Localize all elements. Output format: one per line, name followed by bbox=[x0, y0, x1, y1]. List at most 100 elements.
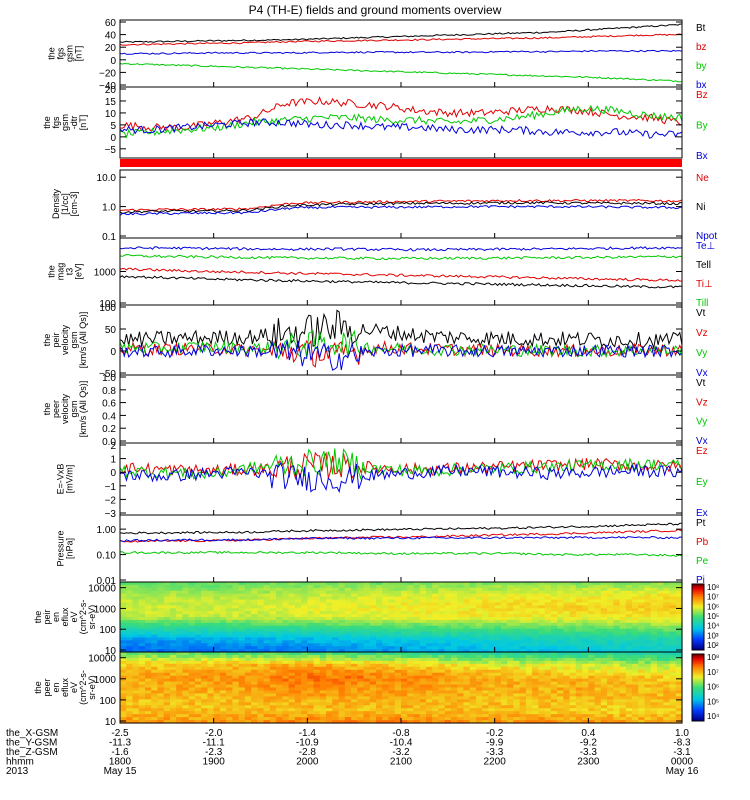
peer-energy-flux-cell bbox=[188, 705, 196, 709]
peer-energy-flux-cell bbox=[157, 717, 165, 721]
peer-energy-flux-cell bbox=[425, 705, 433, 709]
peir-energy-flux-cell bbox=[663, 602, 671, 606]
peir-energy-flux-cell bbox=[219, 614, 227, 618]
peir-energy-flux-cell bbox=[557, 634, 564, 639]
peir-energy-flux-cell bbox=[232, 582, 240, 586]
electric-field-series-Ey bbox=[119, 448, 683, 480]
peir-energy-flux-cell bbox=[207, 625, 215, 630]
peer-energy-flux-cell bbox=[463, 699, 471, 703]
peer-energy-flux-cell bbox=[132, 711, 140, 715]
peir-energy-flux-cell bbox=[550, 625, 558, 630]
peer-energy-flux-cell bbox=[613, 684, 621, 689]
peir-energy-flux-cell bbox=[376, 608, 383, 612]
peir-energy-flux-cell bbox=[588, 599, 596, 604]
peer-energy-flux-cell bbox=[382, 652, 390, 656]
peir-energy-flux-cell bbox=[600, 593, 608, 598]
peer-energy-flux-cell bbox=[338, 711, 346, 715]
peer-energy-flux-cell bbox=[219, 699, 227, 703]
peir-energy-flux-cell bbox=[457, 637, 465, 641]
peer-energy-flux-cell bbox=[488, 690, 496, 695]
peer-energy-flux-cell bbox=[444, 660, 452, 665]
peir-energy-flux-cell bbox=[513, 625, 521, 630]
peer-energy-flux-cell bbox=[363, 654, 371, 659]
peer-energy-flux-cell bbox=[294, 699, 302, 703]
peer-energy-flux-cell bbox=[176, 678, 184, 683]
peir-energy-flux-cell bbox=[619, 619, 627, 624]
peer-energy-flux-cell bbox=[351, 663, 358, 668]
peir-energy-flux-cell bbox=[319, 625, 327, 630]
peer-energy-flux-cell bbox=[276, 672, 283, 677]
peir-energy-flux-cell bbox=[238, 640, 246, 644]
peir-energy-flux-cell bbox=[382, 628, 390, 633]
peir-energy-flux-cell bbox=[450, 631, 458, 636]
peer-energy-flux-cell bbox=[244, 660, 252, 665]
peer-energy-flux-cell bbox=[282, 702, 290, 706]
peer-energy-flux-cell bbox=[369, 652, 377, 656]
peer-energy-flux-cell bbox=[132, 654, 140, 659]
peer-energy-flux-cell bbox=[257, 681, 265, 686]
peer-energy-flux-cell bbox=[182, 660, 190, 665]
peer-energy-flux-cell bbox=[244, 678, 252, 683]
peir-energy-flux-cell bbox=[282, 596, 290, 601]
peir-energy-flux-cell bbox=[401, 634, 408, 639]
peer-energy-flux-cell bbox=[544, 684, 552, 689]
peer-energy-flux-cell bbox=[525, 669, 533, 674]
peir-energy-flux-cell bbox=[244, 625, 252, 630]
peer-energy-flux-cell bbox=[251, 702, 258, 706]
peer-energy-flux-cell bbox=[382, 672, 390, 677]
peer-energy-flux-cell bbox=[144, 666, 152, 671]
peir-energy-flux-cell bbox=[519, 617, 527, 621]
peer-energy-flux-cell bbox=[669, 696, 677, 700]
peer-energy-flux-cell bbox=[326, 693, 333, 697]
peer-energy-flux-cell bbox=[569, 702, 577, 706]
peer-energy-flux-cell bbox=[644, 696, 652, 700]
peer-energy-flux-cell bbox=[182, 693, 190, 697]
peer-energy-flux-cell bbox=[344, 699, 352, 703]
peer-energy-flux-cell bbox=[525, 654, 533, 659]
peer-energy-flux-cell bbox=[544, 711, 552, 715]
peir-energy-flux-cell bbox=[513, 590, 521, 595]
peer-energy-flux-cell bbox=[582, 690, 589, 695]
peer-energy-flux-colorbar-segment bbox=[692, 695, 704, 699]
peer-energy-flux-cell bbox=[519, 702, 527, 706]
peer-energy-flux-cell bbox=[532, 678, 539, 683]
peer-energy-flux-cell bbox=[219, 666, 227, 671]
peir-energy-flux-cell bbox=[388, 643, 396, 647]
peir-energy-flux-cell bbox=[244, 643, 252, 647]
peir-energy-flux-cell bbox=[244, 631, 252, 636]
peir-energy-flux-cell bbox=[307, 637, 315, 641]
peir-energy-flux-cell bbox=[644, 593, 652, 598]
peir-energy-flux-cell bbox=[407, 608, 415, 612]
peir-energy-flux-cell bbox=[550, 649, 558, 653]
peir-energy-flux-cell bbox=[363, 622, 371, 627]
peer-energy-flux-cell bbox=[488, 669, 496, 674]
peer-energy-flux-cell bbox=[463, 657, 471, 662]
peir-energy-flux-cell bbox=[419, 643, 427, 647]
peer-energy-flux-cell bbox=[538, 696, 546, 700]
peir-energy-flux-cell bbox=[269, 622, 277, 627]
peer-energy-flux-cell bbox=[594, 672, 602, 677]
peir-energy-flux-cell bbox=[594, 590, 602, 595]
peer-energy-flux-cell bbox=[632, 684, 639, 689]
peer-energy-flux-cell bbox=[419, 669, 427, 674]
peer-energy-flux-cell bbox=[138, 678, 146, 683]
peir-energy-flux-cell bbox=[538, 590, 546, 595]
peer-energy-flux-cell bbox=[488, 705, 496, 709]
peir-energy-flux-cell bbox=[607, 649, 614, 653]
peir-energy-flux-cell bbox=[188, 593, 196, 598]
peer-energy-flux-cell bbox=[613, 702, 621, 706]
peer-energy-flux-cell bbox=[201, 654, 209, 659]
peer-energy-flux-cell bbox=[607, 687, 614, 692]
peer-energy-flux-cell bbox=[226, 714, 233, 718]
peer-energy-flux-cell bbox=[513, 678, 521, 683]
peer-energy-flux-cell bbox=[550, 654, 558, 659]
peer-energy-flux-ylabel-line-3: eflux bbox=[60, 677, 70, 697]
peer-energy-flux-cell bbox=[632, 699, 639, 703]
peir-energy-flux-cell bbox=[394, 617, 402, 621]
peir-energy-flux-cell bbox=[532, 649, 539, 653]
peer-energy-flux-cell bbox=[457, 717, 465, 721]
peir-energy-flux-cell bbox=[126, 619, 134, 624]
peer-energy-flux-cell bbox=[163, 660, 171, 665]
peer-energy-flux-cell bbox=[663, 681, 671, 686]
peer-energy-flux-cell bbox=[450, 693, 458, 697]
